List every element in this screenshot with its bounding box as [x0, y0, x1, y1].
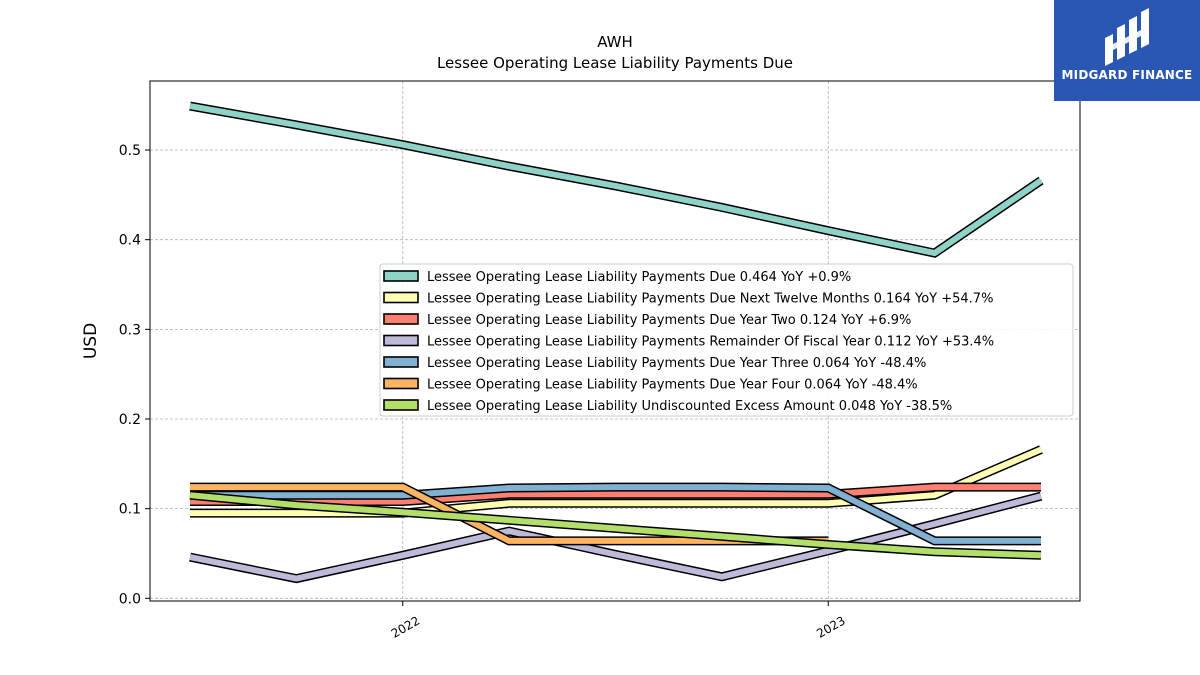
y-tick-label: 0.1: [119, 502, 141, 518]
x-tick-label: 2023: [814, 613, 847, 640]
axis-ticks: 0.0 0.1 0.2 0.3 0.4 0.5 2022 2023: [119, 143, 848, 641]
legend-label: Lessee Operating Lease Liability Payment…: [427, 270, 851, 285]
legend-swatch: [383, 270, 419, 282]
series-line-3: [189, 491, 1043, 584]
brand-logo: MIDGARD FINANCE: [1054, 0, 1200, 101]
legend-item: Lessee Operating Lease Liability Payment…: [383, 356, 926, 371]
legend-label: Lessee Operating Lease Liability Payment…: [427, 335, 994, 350]
series-line-6: [189, 490, 1042, 560]
legend-swatch: [383, 291, 419, 304]
legend-swatch: [383, 356, 419, 368]
series-line-4: [190, 482, 1041, 546]
series-lines: [189, 101, 1044, 584]
series-stroke: [190, 484, 1041, 505]
chart-title: AWH: [597, 33, 633, 51]
legend-label: Lessee Operating Lease Liability Undisco…: [427, 399, 952, 414]
series-stroke: [189, 492, 1042, 559]
series-line-1: [190, 445, 1043, 518]
legend-label: Lessee Operating Lease Liability Payment…: [427, 292, 993, 307]
legend-swatch: [383, 377, 419, 390]
y-axis-label: USD: [81, 323, 101, 359]
logo-text: MIDGARD FINANCE: [1061, 68, 1193, 82]
legend-item: Lessee Operating Lease Liability Payment…: [383, 334, 994, 350]
legend-label: Lessee Operating Lease Liability Payment…: [427, 313, 911, 328]
x-tick-label: 2022: [389, 613, 422, 640]
series-stroke: [190, 484, 1041, 544]
legend-item: Lessee Operating Lease Liability Undisco…: [383, 399, 952, 414]
series-stroke: [189, 103, 1043, 257]
y-tick-label: 0.2: [119, 412, 141, 428]
series-stroke: [190, 446, 1043, 517]
legend-swatch: [383, 313, 419, 325]
y-tick-label: 0.3: [119, 322, 141, 338]
series-line-2: [190, 482, 1041, 506]
series-stroke: [189, 493, 1042, 582]
y-tick-label: 0.0: [119, 591, 141, 607]
legend-swatch: [383, 334, 419, 347]
legend-item: Lessee Operating Lease Liability Payment…: [383, 270, 851, 285]
legend-label: Lessee Operating Lease Liability Payment…: [427, 356, 926, 371]
series-line-0: [189, 101, 1044, 258]
legend-swatch: [383, 399, 419, 411]
plot-area: [149, 80, 1081, 602]
legend: Lessee Operating Lease Liability Payment…: [379, 263, 1074, 417]
chart-subtitle: Lessee Operating Lease Liability Payment…: [437, 54, 793, 72]
legend-label: Lessee Operating Lease Liability Payment…: [427, 378, 918, 393]
legend-box: [379, 263, 1074, 417]
y-tick-label: 0.5: [119, 143, 141, 159]
legend-item: Lessee Operating Lease Liability Payment…: [383, 377, 918, 393]
y-tick-label: 0.4: [119, 233, 141, 249]
midgard-logo-icon: [1105, 8, 1149, 66]
legend-item: Lessee Operating Lease Liability Payment…: [383, 291, 993, 307]
legend-item: Lessee Operating Lease Liability Payment…: [383, 313, 911, 328]
